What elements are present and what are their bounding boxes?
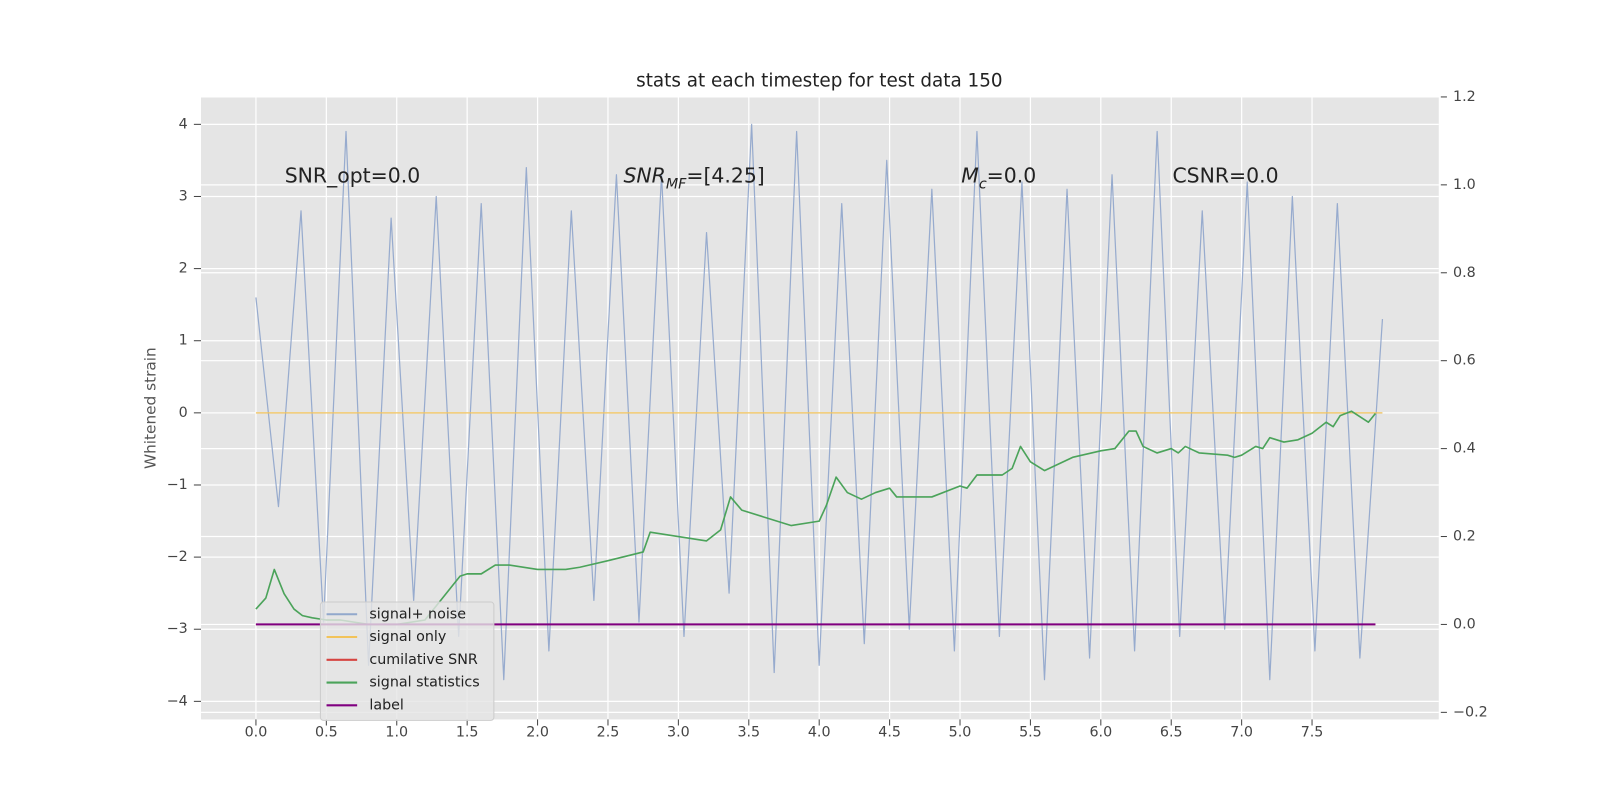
x-tick-label: 6.5 bbox=[1160, 725, 1183, 741]
annotation-part: =0.0 bbox=[987, 164, 1037, 188]
y-tick-label: 3 bbox=[179, 188, 188, 204]
x-tick-label: 4.0 bbox=[808, 725, 831, 741]
x-tick-label: 7.0 bbox=[1230, 725, 1253, 741]
series-line bbox=[255, 123, 1384, 681]
y-tick-label: 1 bbox=[179, 333, 188, 349]
chart-title: stats at each timestep for test data 150 bbox=[636, 71, 1002, 92]
x-tick-label: 6.0 bbox=[1089, 725, 1112, 741]
legend-label: signal only bbox=[369, 629, 446, 645]
legend-box bbox=[319, 601, 495, 721]
x-tick-label: 1.5 bbox=[456, 725, 479, 741]
y-tick-label: −3 bbox=[167, 621, 188, 637]
y-tick-label: −4 bbox=[167, 693, 188, 709]
annotation: SNRMF=[4.25] bbox=[623, 164, 764, 193]
x-tick-label: 1.0 bbox=[385, 725, 408, 741]
annotation-part: c bbox=[979, 177, 987, 193]
y2-tick-label: 0.0 bbox=[1453, 616, 1476, 632]
y-axis-label: Whitened strain bbox=[142, 347, 160, 469]
x-tick-label: 0.5 bbox=[315, 725, 338, 741]
annotation: CSNR=0.0 bbox=[1172, 164, 1278, 188]
y2-tick-label: 1.2 bbox=[1453, 89, 1476, 105]
x-tick-label: 0.0 bbox=[245, 725, 268, 741]
x-tick-label: 3.0 bbox=[667, 725, 690, 741]
x-tick-label: 3.5 bbox=[737, 725, 760, 741]
y-tick-label: 2 bbox=[179, 261, 188, 277]
annotation-part: M bbox=[961, 164, 979, 188]
y2-tick-label: 0.8 bbox=[1453, 265, 1476, 281]
annotation: SNR_opt=0.0 bbox=[285, 164, 421, 189]
y2-tick-label: 0.6 bbox=[1453, 353, 1476, 369]
x-tick-label: 5.5 bbox=[1019, 725, 1042, 741]
legend-label: label bbox=[369, 697, 404, 713]
x-tick-label: 4.5 bbox=[878, 725, 901, 741]
series-line bbox=[255, 410, 1377, 626]
legend-label: cumilative SNR bbox=[369, 652, 477, 668]
x-tick-label: 7.5 bbox=[1301, 725, 1324, 741]
y2-tick-label: 0.4 bbox=[1453, 441, 1476, 457]
annotation-part: MF bbox=[666, 177, 687, 193]
annotation-part: =[4.25] bbox=[686, 164, 764, 188]
y2-tick-label: −0.2 bbox=[1453, 704, 1488, 720]
annotation-part: SNR_opt=0.0 bbox=[285, 164, 421, 189]
legend-label: signal+ noise bbox=[369, 606, 466, 622]
legend: signal+ noise signal only cumilative SNR si… bbox=[319, 601, 495, 721]
y2-tick-label: 0.2 bbox=[1453, 529, 1476, 545]
x-tick-label: 5.0 bbox=[949, 725, 972, 741]
y-tick-label: 0 bbox=[179, 405, 188, 421]
y-tick-label: −1 bbox=[167, 477, 188, 493]
x-tick-label: 2.5 bbox=[597, 725, 620, 741]
annotation: Mc=0.0 bbox=[961, 164, 1036, 193]
y-tick-label: 4 bbox=[179, 116, 188, 132]
annotation-part: CSNR=0.0 bbox=[1172, 164, 1278, 188]
legend-label: signal statistics bbox=[369, 675, 479, 691]
annotation-part: SNR bbox=[623, 164, 665, 188]
x-tick-label: 2.0 bbox=[526, 725, 549, 741]
y-tick-label: −2 bbox=[167, 549, 188, 565]
y2-tick-label: 1.0 bbox=[1453, 177, 1476, 193]
